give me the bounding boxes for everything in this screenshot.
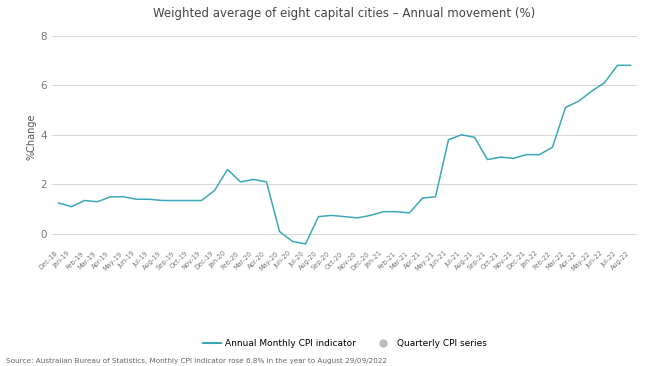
Legend: Annual Monthly CPI indicator, Quarterly CPI series: Annual Monthly CPI indicator, Quarterly … bbox=[199, 335, 490, 351]
Text: Source: Australian Bureau of Statistics, Monthly CPI indicator rose 6.8% in the : Source: Australian Bureau of Statistics,… bbox=[6, 358, 387, 364]
Title: Weighted average of eight capital cities – Annual movement (%): Weighted average of eight capital cities… bbox=[153, 7, 536, 20]
Y-axis label: %Change: %Change bbox=[27, 114, 36, 161]
